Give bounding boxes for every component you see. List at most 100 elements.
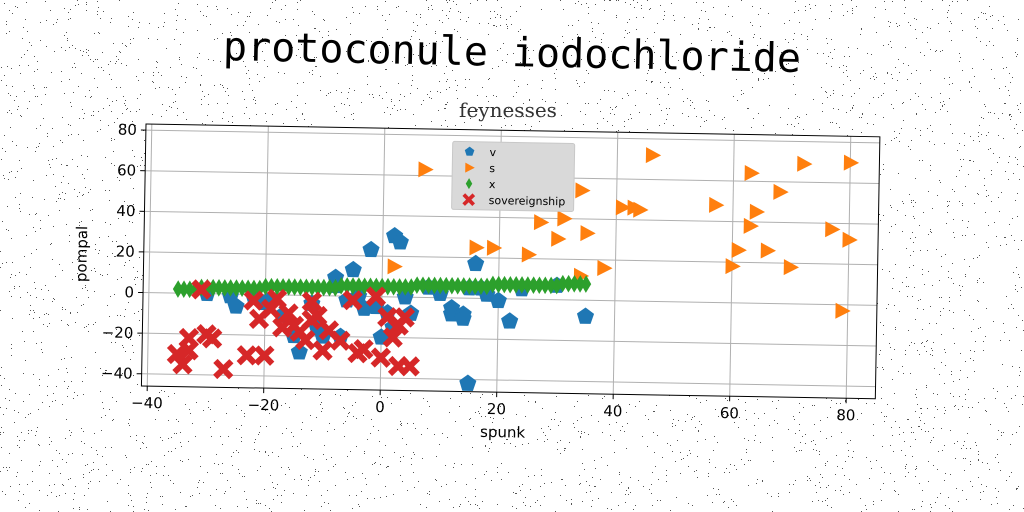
y-gridline: [142, 332, 877, 347]
data-point-s: [797, 155, 813, 172]
data-point-x: [312, 278, 324, 297]
data-point-x: [353, 277, 364, 295]
data-point-x: [528, 276, 539, 294]
data-point-x: [557, 274, 568, 293]
data-point-x: [400, 278, 411, 296]
data-point-v: [290, 343, 308, 360]
data-point-s: [469, 239, 485, 256]
data-point-s: [760, 242, 777, 259]
x-tick-label: 0: [375, 398, 385, 416]
y-tick-label: 80: [118, 121, 137, 139]
y-gridline: [144, 210, 879, 225]
data-point-s: [783, 259, 800, 276]
legend-label: sovereignship: [489, 194, 566, 208]
data-point-x: [277, 278, 289, 296]
data-point-sovereignship: [295, 329, 316, 351]
data-point-s: [744, 165, 760, 182]
data-point-s: [731, 242, 747, 259]
data-point-x: [347, 277, 359, 295]
data-point-sovereignship: [365, 286, 387, 307]
data-point-v: [362, 240, 380, 258]
x-tick-label: −20: [247, 396, 279, 415]
data-point-sovereignship: [260, 298, 282, 320]
data-point-x: [388, 277, 399, 296]
data-point-sovereignship: [213, 358, 234, 380]
data-point-s: [551, 230, 567, 247]
data-point-x: [184, 280, 195, 299]
data-point-s: [749, 203, 766, 220]
data-point-sovereignship: [236, 345, 258, 366]
y-tick-label: 0: [124, 283, 134, 301]
y-tick-label: −40: [101, 364, 133, 383]
data-point-sovereignship: [172, 354, 193, 375]
data-point-x: [359, 277, 370, 296]
data-point-x: [324, 278, 335, 297]
plot-area: −40 −20 0 20 40 60 80 −40 −20 0 20 40 60 80 spunk pompa…: [72, 121, 881, 442]
data-point-v: [344, 260, 362, 278]
data-point-x: [522, 276, 533, 294]
y-tick-label: 40: [116, 202, 135, 220]
x-tick-label: 40: [603, 402, 622, 420]
data-point-x: [260, 277, 271, 296]
legend-label: s: [489, 162, 495, 175]
data-point-sovereignship: [370, 347, 392, 368]
data-point-sovereignship: [254, 345, 275, 366]
data-point-x: [318, 278, 329, 297]
x-gridline: [612, 132, 619, 395]
data-point-s: [486, 239, 503, 256]
legend-box: [451, 140, 576, 212]
data-point-v: [489, 291, 507, 309]
data-point-sovereignship: [382, 327, 404, 348]
data-point-v: [227, 297, 245, 314]
data-point-x: [295, 278, 306, 296]
legend-marker-sovereignship: [462, 193, 476, 207]
data-point-x: [417, 276, 429, 295]
data-point-x: [172, 280, 184, 298]
data-point-s: [645, 147, 662, 164]
x-gridline: [263, 126, 269, 389]
x-gridline: [845, 136, 852, 399]
data-point-x: [225, 279, 236, 297]
data-point-s: [418, 161, 434, 178]
data-point-x: [336, 277, 347, 295]
data-point-x: [283, 278, 295, 296]
data-point-x: [487, 275, 498, 294]
data-point-x: [289, 278, 300, 296]
data-point-x: [429, 276, 440, 295]
data-point-x: [236, 279, 248, 297]
data-point-sovereignship: [312, 340, 333, 361]
data-point-s: [773, 183, 789, 200]
data-point-s: [842, 231, 858, 248]
data-point-v: [467, 254, 485, 272]
data-point-sovereignship: [191, 279, 212, 300]
data-point-x: [464, 277, 475, 295]
y-gridline: [145, 129, 880, 144]
data-point-x: [207, 278, 219, 297]
y-tick-label: 60: [117, 161, 136, 179]
data-point-s: [575, 182, 591, 199]
y-tick-label: −20: [102, 323, 134, 342]
data-point-x: [248, 279, 260, 298]
data-point-v: [454, 309, 472, 326]
data-point-x: [301, 278, 312, 297]
y-gridline: [143, 251, 878, 266]
data-point-v: [459, 374, 477, 391]
data-point-x: [458, 277, 469, 295]
data-point-sovereignship: [201, 328, 223, 349]
data-point-s: [387, 258, 403, 275]
data-point-s: [633, 201, 649, 218]
data-point-sovereignship: [330, 330, 351, 351]
data-point-x: [563, 274, 574, 293]
data-point-x: [510, 276, 522, 294]
legend-marker-s: [465, 162, 475, 173]
x-gridline: [379, 128, 386, 391]
x-tick-label: 60: [720, 404, 739, 422]
y-gridline: [141, 373, 876, 388]
legend-marker-x: [465, 178, 473, 190]
data-point-x: [470, 277, 481, 295]
data-point-x: [423, 276, 434, 295]
data-point-x: [516, 276, 528, 294]
y-axis-label: pompal: [72, 226, 91, 283]
data-point-x: [271, 277, 283, 296]
data-point-s: [835, 302, 851, 319]
